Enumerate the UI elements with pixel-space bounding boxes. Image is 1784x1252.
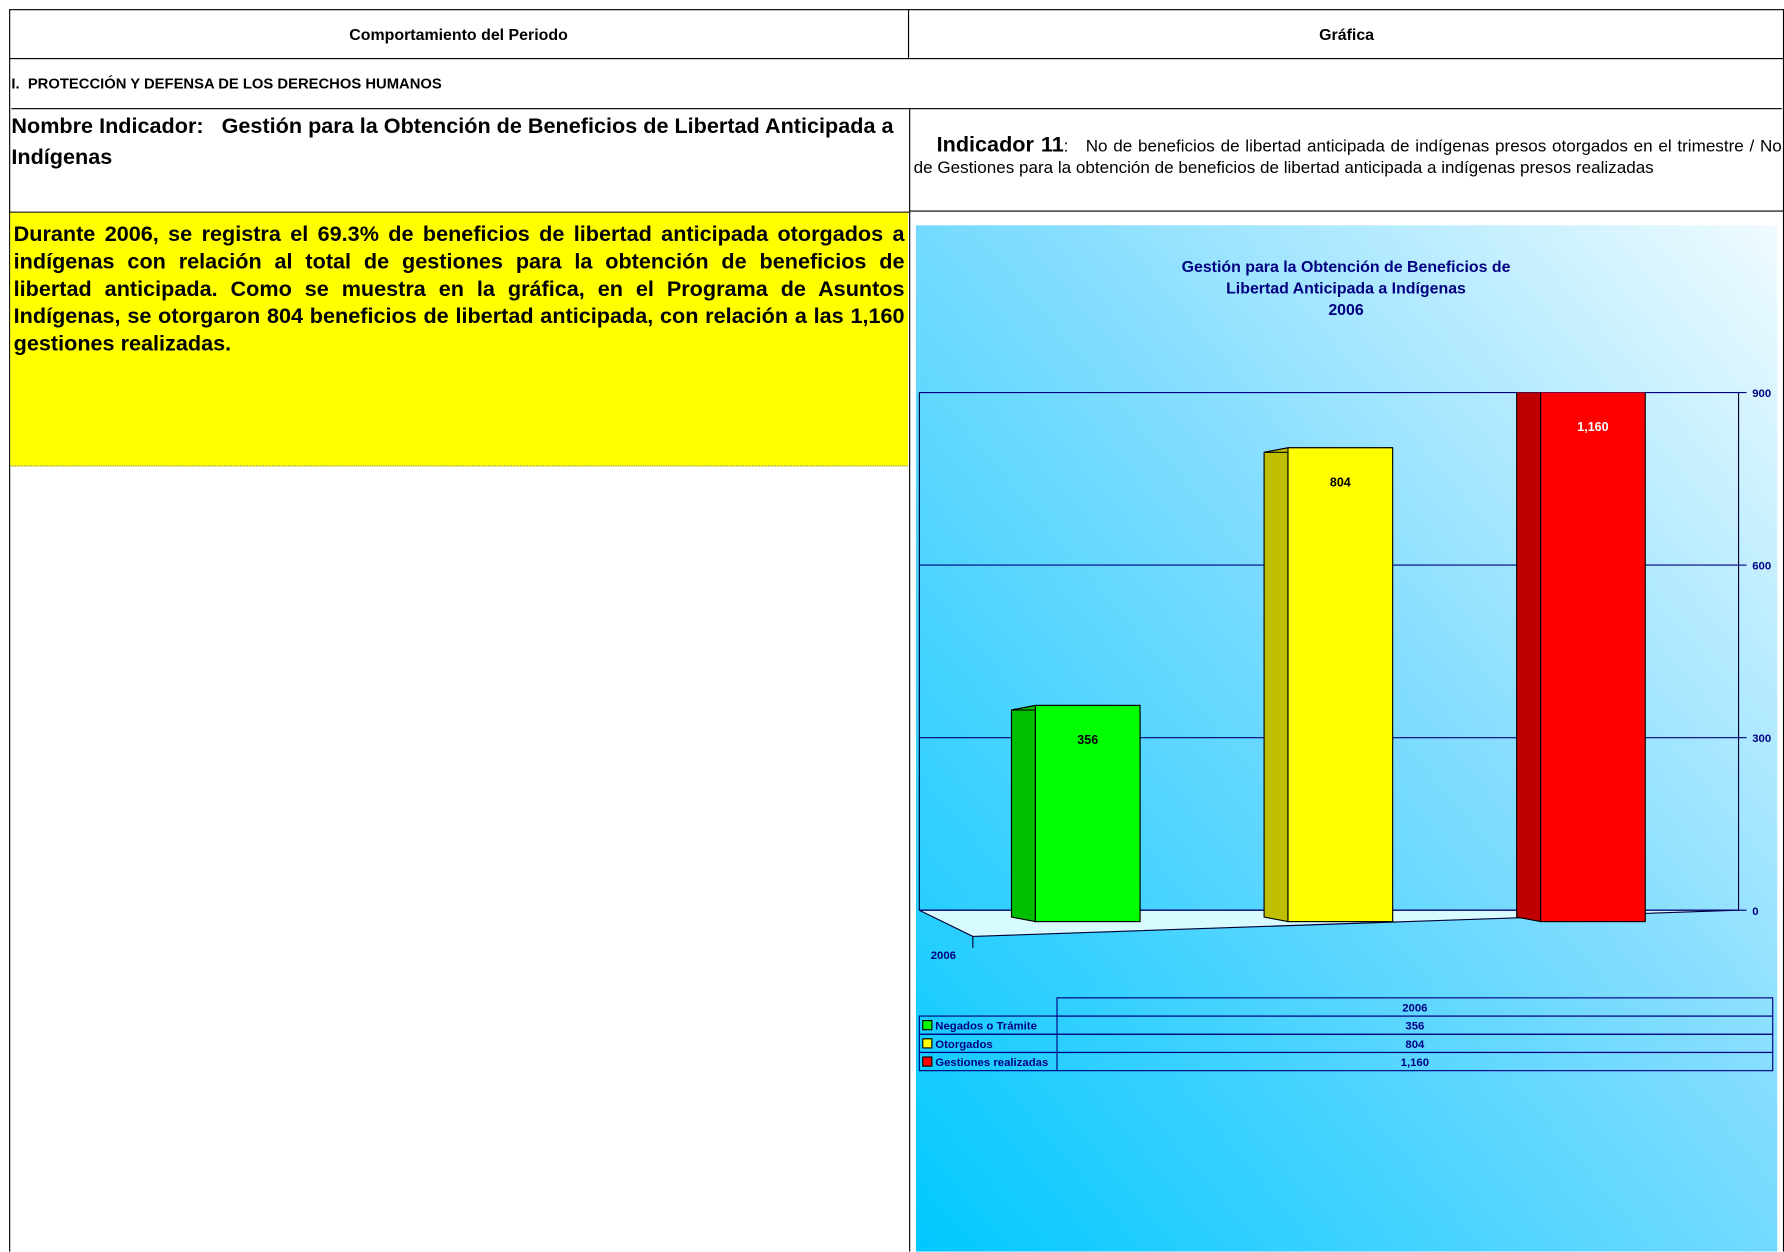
frame-right [1782,9,1784,1252]
legend-label: Otorgados [935,1039,992,1051]
bar [1034,704,1141,923]
indicator: Indicador 11: No de beneficios de libert… [909,109,1784,212]
y-tick-label: 600 [1752,561,1771,573]
bar-side [1010,704,1036,923]
bar [1540,392,1646,923]
legend-swatch [922,1038,933,1049]
indicator-name: Nombre Indicador: Gestión para la Obtenc… [11,112,898,212]
data-label: 804 [1330,475,1351,489]
indicator-text: : No de beneficios de libertad anticipad… [913,136,1782,178]
chart-title: Libertad Anticipada a Indígenas [1226,281,1466,298]
section-title: I. PROTECCIÓN Y DEFENSA DE LOS DERECHOS … [11,59,1782,110]
table-value: 356 [1405,1021,1424,1033]
table-value: 804 [1405,1039,1425,1051]
legend-swatch [922,1056,933,1067]
bar [1287,447,1394,923]
left-divider [9,211,910,213]
y-tick-label: 0 [1752,906,1758,918]
column-divider [909,211,911,1252]
y-tick-label: 300 [1752,733,1771,745]
table-value: 1,160 [1401,1057,1429,1069]
legend-label: Negados o Trámite [935,1021,1037,1033]
y-tick-label: 900 [1752,388,1771,400]
description: Durante 2006, se registra el 69.3% de be… [10,212,908,467]
indicator-name-label: Nombre Indicador: [11,114,204,139]
legend-swatch [922,1020,933,1031]
frame [9,9,1784,1252]
table-row [918,1051,1774,1072]
data-label: 356 [1077,733,1098,747]
bars [1010,392,1646,923]
x-tick-label: 2006 [931,950,956,962]
legend-label: Gestiones realizadas [935,1057,1048,1069]
data-label: 1,160 [1577,420,1608,434]
table-header: 2006 [1402,1003,1427,1015]
indicator-label: Indicador 11 [936,133,1064,158]
header-left: Comportamiento del Periodo [9,9,910,60]
chart-title: Gestión para la Obtención de Beneficios … [1182,259,1511,276]
indicator-name-text: Gestión para la Obtención de Beneficios … [11,114,894,170]
bar-side [1263,447,1289,923]
header-right: Gráfica [909,9,1784,60]
chart-title: 2006 [1328,302,1364,319]
